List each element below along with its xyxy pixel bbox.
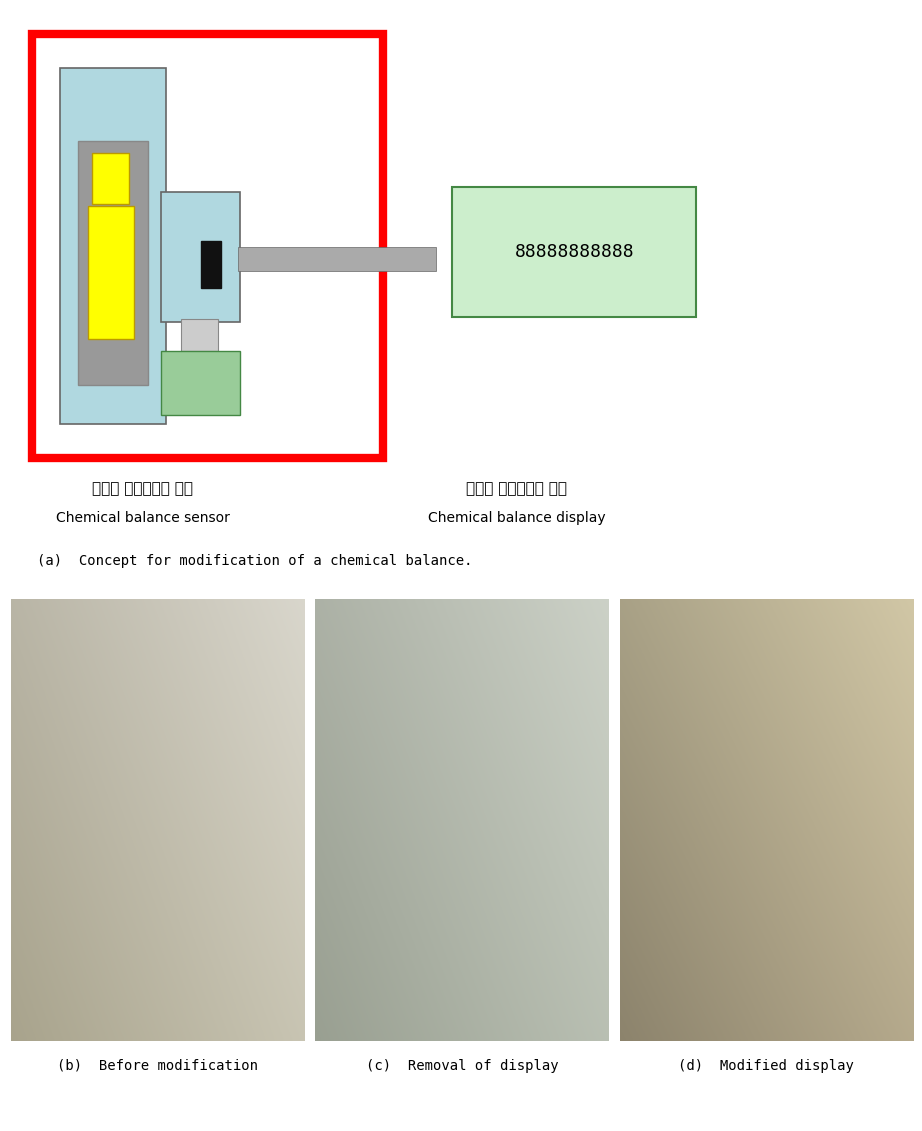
Text: (b)  Before modification: (b) Before modification	[57, 1059, 258, 1072]
Text: (a)  Concept for modification of a chemical balance.: (a) Concept for modification of a chemic…	[37, 554, 472, 568]
Text: 88888888888: 88888888888	[514, 243, 634, 261]
Bar	[88, 206, 134, 339]
Text: (c)  Removal of display: (c) Removal of display	[366, 1059, 558, 1072]
Bar	[452, 187, 696, 317]
Bar	[161, 192, 240, 322]
Bar	[181, 319, 218, 351]
Bar	[238, 247, 436, 271]
Bar	[201, 241, 221, 288]
Text: 쳀폐형 글로브박스 외부: 쳀폐형 글로브박스 외부	[466, 481, 567, 495]
Bar	[78, 141, 148, 385]
Text: 쳀폐형 글로브박스 내부: 쳀폐형 글로브박스 내부	[92, 481, 194, 495]
Text: Chemical balance display: Chemical balance display	[428, 511, 605, 525]
Text: Chemical balance sensor: Chemical balance sensor	[56, 511, 230, 525]
Bar	[60, 68, 166, 424]
Bar	[92, 153, 129, 204]
Text: (d)  Modified display: (d) Modified display	[679, 1059, 854, 1072]
Bar	[161, 351, 240, 415]
Bar	[32, 34, 383, 458]
